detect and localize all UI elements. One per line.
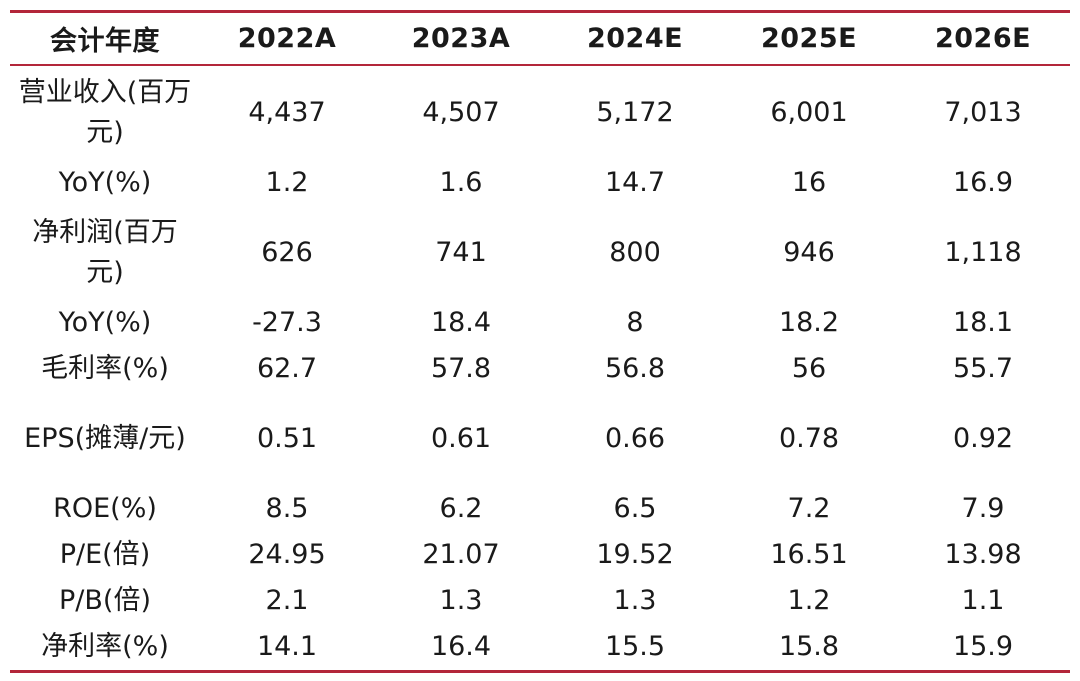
table-cell: 57.8 (430, 353, 492, 384)
table-cell: 15.8 (778, 631, 840, 662)
table-cell: 14.1 (256, 631, 318, 662)
table-cell: 741 (435, 237, 487, 268)
table-cell: 0.51 (256, 423, 318, 454)
table-cell: 7,013 (944, 97, 1022, 128)
table-cell: 1.2 (787, 585, 831, 616)
row-label: EPS(摊薄/元) (24, 423, 186, 454)
table-cell: 8 (626, 307, 644, 338)
table-cell: 55.7 (952, 353, 1014, 384)
table-cell: 5,172 (596, 97, 674, 128)
table-cell: 0.92 (952, 423, 1014, 454)
table-cell: 0.66 (604, 423, 666, 454)
row-label: YoY(%) (58, 167, 152, 198)
row-label: YoY(%) (58, 307, 152, 338)
header-label: 会计年度 (50, 26, 160, 57)
table-cell: 7.9 (961, 493, 1005, 524)
table-cell: 626 (261, 237, 313, 268)
table-cell: 18.2 (778, 307, 840, 338)
financial-forecast-table-container: 会计年度 2022A 2023A 2024E 2025E 2026E 营业收入(… (10, 10, 1070, 673)
table-row-revenue: 营业收入(百万元) 4,437 4,507 5,172 6,001 7,013 (10, 66, 1070, 160)
table-cell: 6,001 (770, 97, 848, 128)
financial-forecast-table: 会计年度 2022A 2023A 2024E 2025E 2026E (10, 13, 1070, 64)
table-cell: 16.51 (770, 539, 848, 570)
table-cell: 15.9 (952, 631, 1014, 662)
table-cell: 18.4 (430, 307, 492, 338)
table-row-pb: P/B(倍) 2.1 1.3 1.3 1.2 1.1 (10, 578, 1070, 624)
row-label: 毛利率(%) (41, 353, 169, 384)
table-cell: 15.5 (604, 631, 666, 662)
table-cell: 16 (791, 167, 827, 198)
header-rule (10, 64, 1070, 66)
table-cell: 4,507 (422, 97, 500, 128)
table-cell: 0.78 (778, 423, 840, 454)
header-year: 2024E (586, 23, 684, 54)
table-row-gross-margin: 毛利率(%) 62.7 57.8 56.8 56 55.7 (10, 346, 1070, 392)
table-cell: 6.2 (439, 493, 483, 524)
table-cell: 1.2 (265, 167, 309, 198)
table-cell: 1,118 (944, 237, 1022, 268)
table-cell: 1.3 (439, 585, 483, 616)
table-cell: 16.4 (430, 631, 492, 662)
row-label: 营业收入(百万元) (18, 77, 192, 148)
table-cell: 2.1 (265, 585, 309, 616)
table-cell: 1.6 (439, 167, 483, 198)
table-cell: 4,437 (248, 97, 326, 128)
table-cell: 56 (791, 353, 827, 384)
table-row-revenue-yoy: YoY(%) 1.2 1.6 14.7 16 16.9 (10, 160, 1070, 206)
table-row-net-margin: 净利率(%) 14.1 16.4 15.5 15.8 15.9 (10, 624, 1070, 670)
header-year: 2023A (411, 23, 511, 54)
financial-forecast-table-body: 营业收入(百万元) 4,437 4,507 5,172 6,001 7,013 … (10, 66, 1070, 670)
header-year: 2025E (760, 23, 858, 54)
table-cell: 14.7 (604, 167, 666, 198)
row-label: 净利润(百万元) (32, 217, 178, 288)
table-cell: 21.07 (422, 539, 500, 570)
table-cell: 19.52 (596, 539, 674, 570)
row-label: P/E(倍) (59, 539, 151, 570)
header-year: 2026E (934, 23, 1032, 54)
table-row-roe: ROE(%) 8.5 6.2 6.5 7.2 7.9 (10, 486, 1070, 532)
table-cell: 1.1 (961, 585, 1005, 616)
table-cell: 62.7 (256, 353, 318, 384)
table-cell: 7.2 (787, 493, 831, 524)
table-cell: 18.1 (952, 307, 1014, 338)
header-year: 2022A (237, 23, 337, 54)
row-label: P/B(倍) (59, 585, 151, 616)
table-cell: -27.3 (252, 307, 322, 338)
table-row-pe: P/E(倍) 24.95 21.07 19.52 16.51 13.98 (10, 532, 1070, 578)
table-cell: 1.3 (613, 585, 657, 616)
table-cell: 6.5 (613, 493, 657, 524)
table-top-rule (10, 10, 1070, 13)
table-bottom-rule (10, 670, 1070, 673)
table-cell: 946 (783, 237, 835, 268)
table-row-net-profit: 净利润(百万元) 626 741 800 946 1,118 (10, 206, 1070, 300)
row-label: 净利率(%) (41, 631, 169, 662)
table-cell: 16.9 (952, 167, 1014, 198)
table-row-eps: EPS(摊薄/元) 0.51 0.61 0.66 0.78 0.92 (10, 392, 1070, 486)
table-cell: 800 (609, 237, 661, 268)
table-cell: 8.5 (265, 493, 309, 524)
header-row: 会计年度 2022A 2023A 2024E 2025E 2026E (10, 13, 1070, 64)
table-cell: 13.98 (944, 539, 1022, 570)
table-cell: 0.61 (430, 423, 492, 454)
row-label: ROE(%) (53, 493, 157, 524)
table-cell: 56.8 (604, 353, 666, 384)
table-cell: 24.95 (248, 539, 326, 570)
table-row-net-profit-yoy: YoY(%) -27.3 18.4 8 18.2 18.1 (10, 300, 1070, 346)
